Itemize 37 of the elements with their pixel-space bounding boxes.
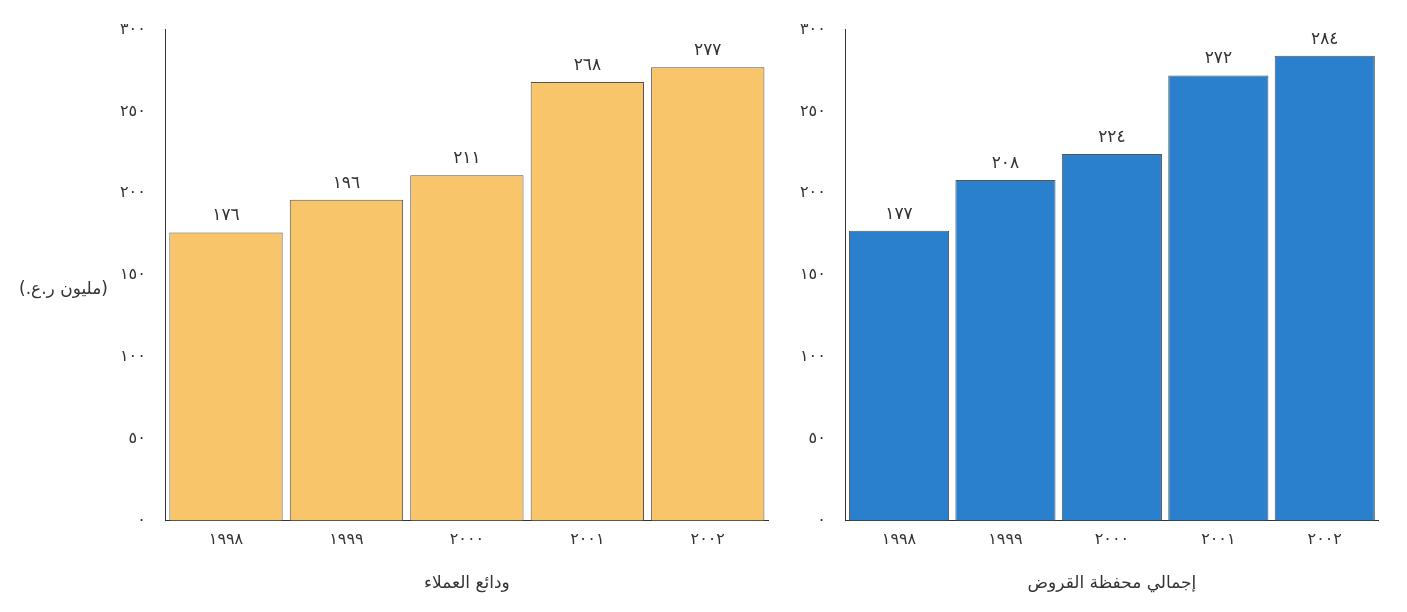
y-tick-label: ٢٠٠ (800, 182, 826, 202)
data-label: ٢٧٧ (694, 39, 722, 60)
y-tick-label: ٢٥٠ (800, 100, 826, 120)
y-tick-label: ١٠٠ (120, 345, 146, 365)
data-label: ٢٢٤ (1098, 125, 1126, 146)
x-tick-label: ٢٠٠١ (570, 529, 605, 549)
x-tick-label: ١٩٩٩ (329, 529, 364, 549)
x-tick-label: ٢٠٠٠ (449, 529, 485, 549)
data-label: ١٧٧ (885, 202, 913, 223)
x-axis-title: إجمالي محفظة القروض (1027, 572, 1197, 594)
data-label: ١٩٦ (332, 171, 361, 192)
y-tick-label: ١٥٠ (120, 264, 146, 284)
y-tick-label: ٣٠٠ (800, 18, 826, 38)
y-tick-label: ٥٠ (808, 427, 826, 447)
data-label: ٢٨٤ (1311, 27, 1339, 48)
y-tick-label: ٥٠ (128, 427, 146, 447)
x-tick-label: ٢٠٠١ (1201, 529, 1236, 549)
x-tick-label: ٢٠٠٠ (1094, 529, 1130, 549)
y-tick-label: ١٥٠ (800, 264, 826, 284)
data-label: ١٧٦ (212, 204, 240, 225)
x-tick-label: ١٩٩٨ (881, 529, 917, 549)
x-tick-label: ١٩٩٩ (988, 529, 1023, 549)
y-tick-label: ٠ (137, 509, 146, 529)
y-tick-label: ٠ (817, 509, 826, 529)
y-tick-label: ١٠٠ (800, 345, 826, 365)
data-label: ٢٠٨ (991, 152, 1020, 173)
y-tick-label: ٣٠٠ (120, 18, 146, 38)
x-tick-label: ٢٠٠٢ (690, 529, 725, 549)
y-axis-title: (مليون ر.ع.) (18, 278, 108, 298)
x-tick-label: ٢٠٠٢ (1307, 529, 1342, 549)
data-label: ٢٦٨ (573, 53, 602, 74)
y-tick-label: ٢٠٠ (120, 182, 146, 202)
data-label: ٢٧٢ (1204, 47, 1233, 68)
data-label: ٢١١ (453, 147, 481, 168)
y-tick-label: ٢٥٠ (120, 100, 146, 120)
x-axis-title: ودائع العملاء (424, 572, 510, 594)
x-tick-label: ١٩٩٨ (208, 529, 244, 549)
